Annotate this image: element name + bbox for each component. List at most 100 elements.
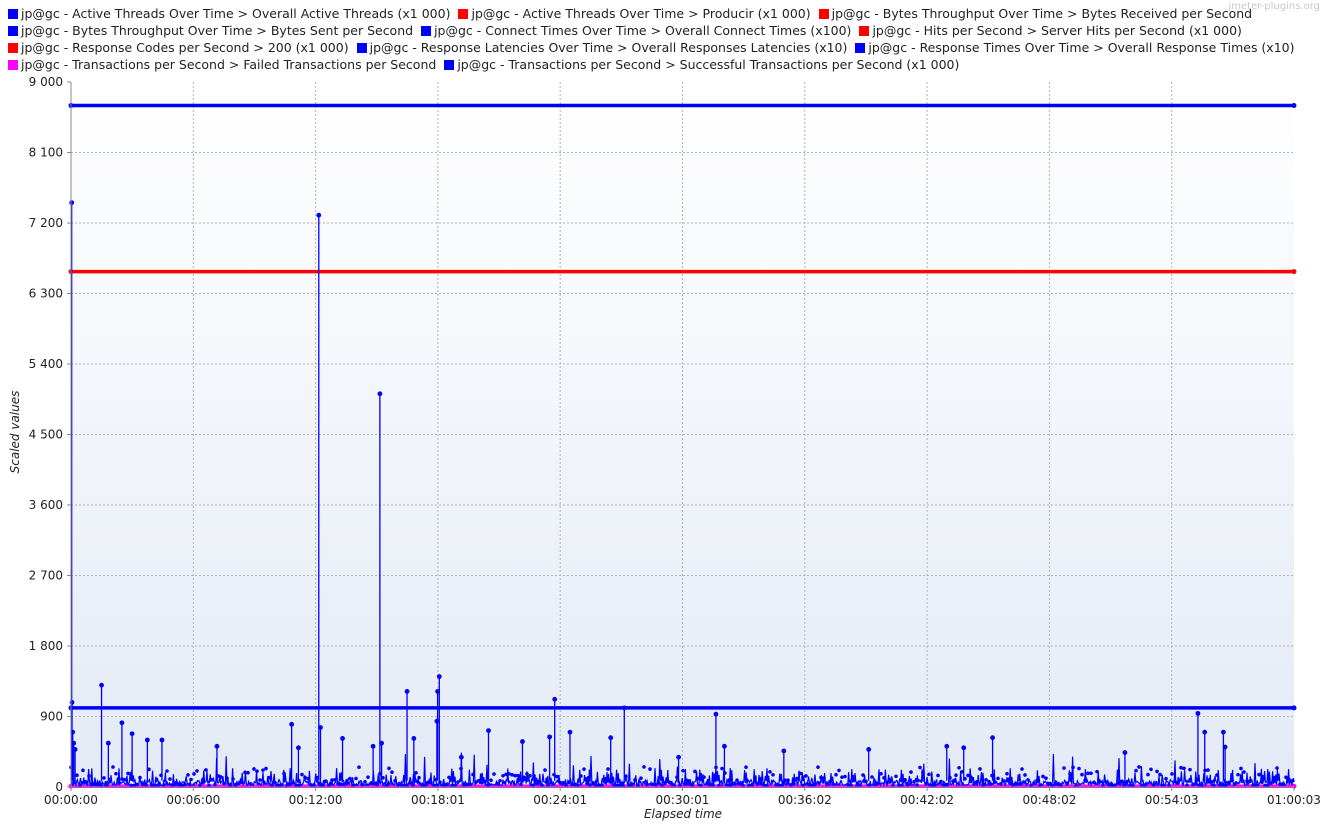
series-point — [944, 743, 950, 749]
series-point — [1182, 766, 1186, 771]
series-point — [1188, 767, 1192, 772]
series-point — [1152, 782, 1156, 787]
series-point — [1220, 729, 1226, 735]
series-point — [684, 782, 688, 786]
series-point — [771, 772, 775, 777]
series-point — [699, 783, 703, 788]
series-point — [126, 771, 130, 776]
series-point — [192, 772, 196, 776]
series-point — [630, 783, 634, 787]
legend-swatch — [458, 9, 469, 19]
series-layer — [68, 103, 1297, 789]
series-point — [408, 781, 412, 785]
series-point — [312, 783, 316, 787]
series-point — [900, 783, 904, 788]
series-point — [1050, 783, 1054, 788]
series-point — [834, 772, 838, 777]
series-point — [234, 783, 238, 787]
series-point — [111, 765, 115, 769]
series-point — [240, 780, 244, 784]
legend-swatch — [8, 60, 18, 70]
series-point — [114, 771, 118, 776]
series-point — [600, 783, 604, 787]
series-point — [996, 776, 1000, 781]
series-point — [702, 775, 706, 779]
series-point — [93, 782, 97, 786]
series-point — [372, 781, 376, 786]
y-tick-label: 900 — [40, 710, 63, 724]
series-point — [831, 782, 835, 786]
series-point — [567, 729, 573, 735]
series-point — [1176, 781, 1180, 785]
series-marker-band — [69, 765, 1294, 788]
series-point — [582, 767, 586, 771]
x-tick-label: 00:00:00 — [44, 793, 98, 807]
series-point — [318, 783, 322, 787]
series-point — [214, 743, 220, 749]
legend-item: jp@gc - Response Times Over Time > Overa… — [855, 39, 1294, 56]
series-point — [846, 782, 850, 787]
series-point — [918, 765, 922, 770]
series-point — [676, 754, 681, 760]
series-point — [1272, 777, 1276, 781]
series-point — [855, 783, 859, 788]
series-point — [351, 783, 355, 788]
series-point — [531, 783, 535, 788]
series-point — [480, 780, 484, 785]
series-point — [1122, 750, 1128, 755]
series-point — [543, 768, 547, 772]
series-point — [456, 780, 460, 784]
series-point — [1275, 766, 1279, 770]
series-point — [105, 783, 109, 787]
series-point — [945, 782, 949, 787]
series-point — [981, 783, 985, 787]
series-point — [1197, 783, 1201, 788]
series-point — [897, 783, 901, 787]
series-point — [753, 775, 757, 780]
series-point — [119, 720, 125, 726]
series-point — [1233, 782, 1237, 786]
series-point — [1125, 779, 1129, 784]
series-point — [315, 775, 319, 780]
series-point — [501, 773, 505, 778]
series-point — [1170, 772, 1174, 776]
series-point — [153, 783, 157, 788]
series-point — [879, 771, 883, 776]
series-point — [939, 779, 943, 784]
series-point — [318, 725, 323, 730]
series-point — [438, 780, 442, 784]
series-point — [540, 783, 544, 788]
series-point — [363, 780, 367, 784]
series-point — [390, 770, 394, 775]
series-point — [377, 391, 383, 397]
series-point — [1029, 783, 1033, 788]
series-point — [147, 767, 151, 772]
legend-label: jp@gc - Active Threads Over Time > Overa… — [21, 6, 451, 21]
series-point — [561, 780, 565, 785]
series-point — [177, 783, 181, 787]
series-point — [150, 783, 154, 788]
series-point — [498, 778, 502, 783]
series-point — [608, 735, 614, 741]
series-point — [486, 783, 490, 788]
series-point — [792, 781, 796, 786]
series-point — [1047, 781, 1051, 786]
series-point — [396, 783, 400, 787]
series-point — [201, 780, 205, 785]
series-point — [975, 779, 979, 784]
series-point — [633, 778, 637, 782]
series-point — [645, 782, 649, 787]
series-point — [729, 783, 733, 787]
series-point — [696, 776, 700, 781]
series-point — [231, 777, 235, 781]
series-point — [204, 768, 208, 772]
series-point — [534, 781, 538, 786]
series-point — [961, 745, 967, 751]
series-point — [105, 740, 111, 746]
series-point — [1291, 705, 1297, 711]
series-point — [747, 783, 751, 788]
series-point — [999, 782, 1003, 786]
legend-swatch — [8, 9, 18, 19]
series-point — [1291, 103, 1297, 108]
series-point — [819, 775, 823, 780]
